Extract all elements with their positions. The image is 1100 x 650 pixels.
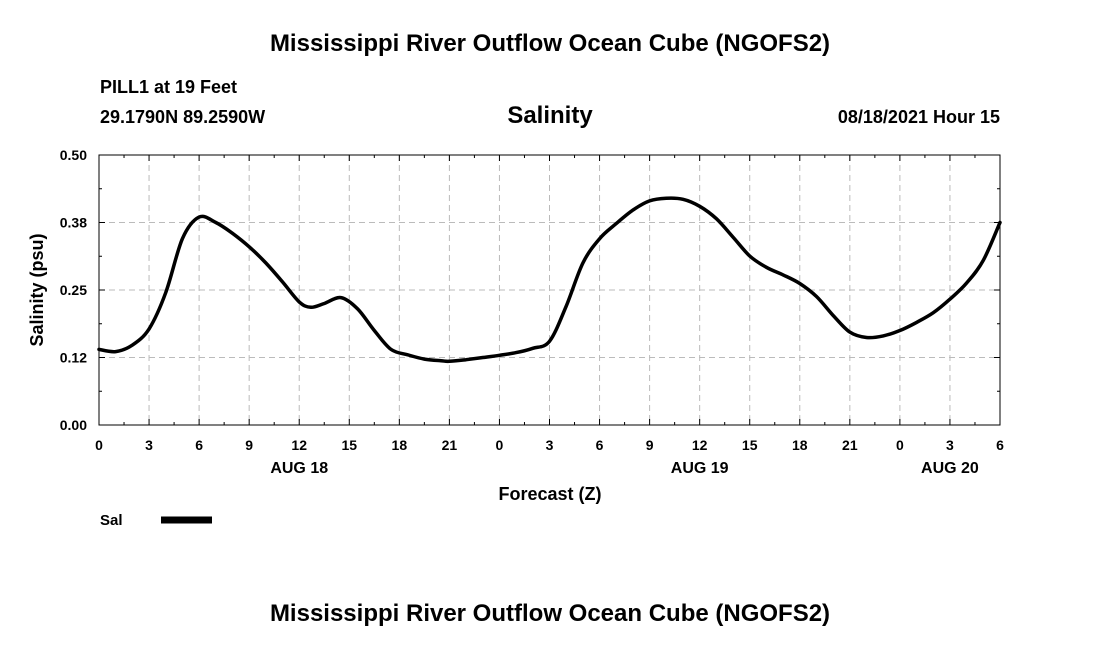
x-tick-label: 3: [546, 437, 554, 453]
salinity-chart: 0 3 6 9 12 15 18 21 0 3 6 9 12 15 18 21 0 3 6 0.00 0.12 0.25 0…: [27, 147, 1004, 529]
station-coords: 29.1790N 89.2590W: [100, 107, 266, 127]
legend-label: Sal: [100, 512, 123, 529]
y-tick-label: 0.25: [60, 282, 87, 298]
tick-labels: 0 3 6 9 12 15 18 21 0 3 6 9 12 15 18 21 0 3 6 0.00 0.12 0.25 0…: [60, 147, 1004, 477]
station-label: PILL1 at 19 Feet: [100, 77, 238, 97]
x-tick-label: 12: [692, 437, 708, 453]
x-tick-label: 12: [291, 437, 307, 453]
x-tick-label: 21: [442, 437, 458, 453]
x-tick-label: 15: [742, 437, 758, 453]
date-label: AUG 20: [921, 460, 979, 477]
x-tick-label: 3: [145, 437, 153, 453]
x-tick-label: 18: [792, 437, 808, 453]
x-tick-label: 9: [646, 437, 654, 453]
x-tick-label: 15: [341, 437, 357, 453]
x-tick-label: 6: [596, 437, 604, 453]
date-label: AUG 18: [270, 460, 328, 477]
forecast-timestamp: 08/18/2021 Hour 15: [837, 107, 1000, 127]
x-tick-label: 18: [392, 437, 408, 453]
y-tick-label: 0.12: [60, 350, 87, 366]
footer-title: Mississippi River Outflow Ocean Cube (NG…: [269, 600, 831, 627]
x-tick-label: 0: [496, 437, 504, 453]
y-tick-label: 0.38: [60, 215, 87, 231]
x-tick-label: 6: [195, 437, 203, 453]
x-tick-label: 0: [896, 437, 904, 453]
y-tick-label: 0.00: [60, 417, 87, 433]
x-tick-label: 0: [95, 437, 103, 453]
y-axis-label: Salinity (psu): [27, 233, 47, 346]
x-tick-label: 9: [245, 437, 253, 453]
date-label: AUG 19: [671, 460, 729, 477]
page-title: Mississippi River Outflow Ocean Cube (NG…: [269, 30, 831, 57]
grid-lines: [99, 155, 1000, 425]
series-line-sal: [97, 196, 1002, 364]
x-tick-label: 6: [996, 437, 1004, 453]
x-tick-label: 21: [842, 437, 858, 453]
x-axis-label: Forecast (Z): [498, 484, 601, 504]
series-layer: [97, 196, 1002, 364]
y-tick-label: 0.50: [60, 147, 87, 163]
x-tick-label: 3: [946, 437, 954, 453]
plot-frame: [98, 154, 1001, 426]
chart-title: Salinity: [507, 102, 593, 129]
